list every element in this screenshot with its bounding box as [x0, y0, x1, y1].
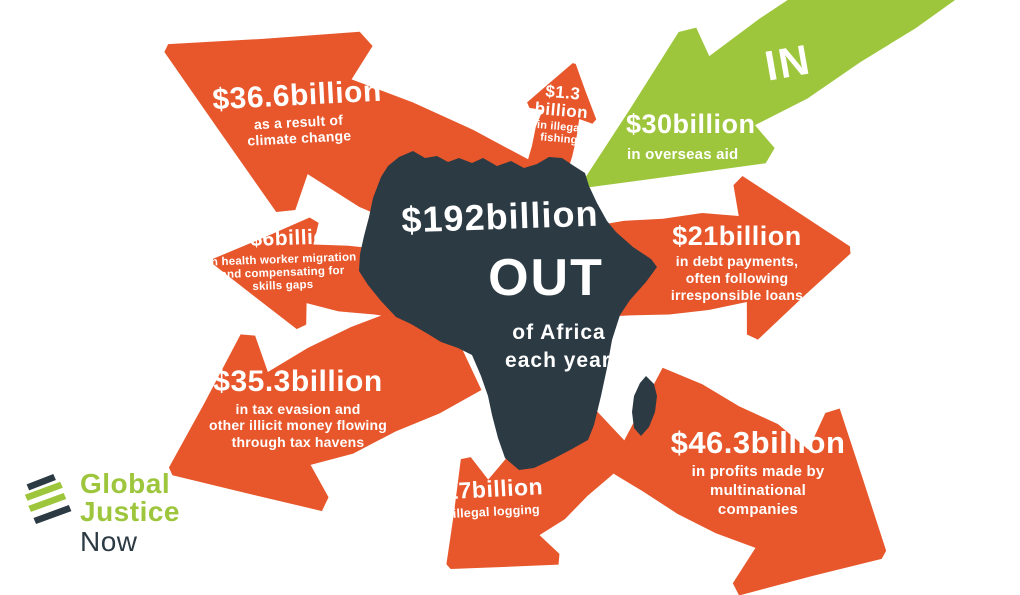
outflow-tax-evasion-amount: $35.3billion: [213, 365, 383, 398]
logo-stripes-icon: [24, 474, 72, 524]
outflow-tax-evasion-label: $35.3billion in tax evasion and other il…: [192, 365, 404, 450]
outflow-tax-evasion-desc-line: through tax havens: [231, 433, 365, 450]
inflow-desc: in overseas aid: [627, 146, 739, 163]
outflow-debt-payments-desc-line: irresponsible loans: [670, 286, 804, 303]
outflow-illegal-logging-amount: $17billion: [431, 473, 544, 505]
outflow-illegal-logging-label: $17billion in illegal logging: [422, 473, 554, 523]
outflow-tax-evasion-desc-line: in tax evasion and: [235, 401, 361, 418]
outflow-health-worker-amount: $6billion: [250, 224, 341, 252]
logo-word-now: Now: [80, 526, 138, 557]
logo-word-global: Global: [80, 468, 171, 499]
outflow-multinational-profits-desc-line: companies: [717, 500, 799, 518]
outflow-tax-evasion-desc-line: other illicit money flowing: [208, 417, 388, 434]
outflow-debt-payments-desc-line: in debt payments,: [675, 253, 799, 270]
center-amount: $192billion: [400, 192, 600, 241]
outflow-multinational-profits-amount: $46.3billion: [670, 425, 846, 460]
outflow-debt-payments-desc-line: often following: [685, 269, 789, 286]
outflow-debt-payments-amount: $21billion: [672, 221, 802, 251]
logo-word-justice: Justice: [80, 496, 180, 527]
madagascar-silhouette: [632, 376, 657, 436]
outflow-illegal-fishing-label: $1.3 billion in illegal fishing: [518, 81, 603, 149]
outflow-health-worker-label: $6billion in health worker migration and…: [205, 225, 359, 296]
inflow-amount: $30billion: [626, 109, 756, 139]
logo-global-justice-now: Global Justice Now: [24, 470, 180, 556]
outflow-climate-change-label: $36.6billion as a result of climate chan…: [191, 75, 404, 152]
center-subline-2: each year: [505, 349, 611, 372]
outflow-multinational-profits-desc-line: in profits made by: [691, 463, 825, 481]
outflow-debt-payments-label: $21billion in debt payments, often follo…: [663, 221, 811, 304]
center-headline: OUT: [488, 249, 604, 307]
center-subline-1: of Africa: [512, 321, 606, 344]
outflow-multinational-profits-label: $46.3billion in profits made by multinat…: [652, 426, 864, 520]
outflow-multinational-profits-desc-line: multinational: [710, 482, 806, 500]
africa-silhouette: [359, 151, 657, 470]
